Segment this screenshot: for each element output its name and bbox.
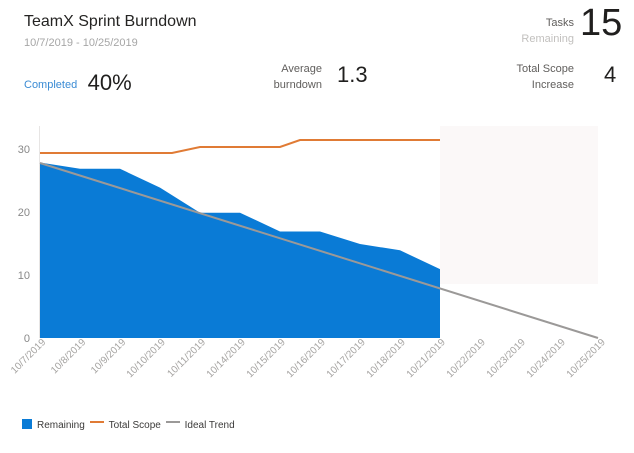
svg-text:10: 10 bbox=[18, 270, 30, 282]
svg-text:20: 20 bbox=[18, 207, 30, 219]
svg-text:30: 30 bbox=[18, 144, 30, 156]
